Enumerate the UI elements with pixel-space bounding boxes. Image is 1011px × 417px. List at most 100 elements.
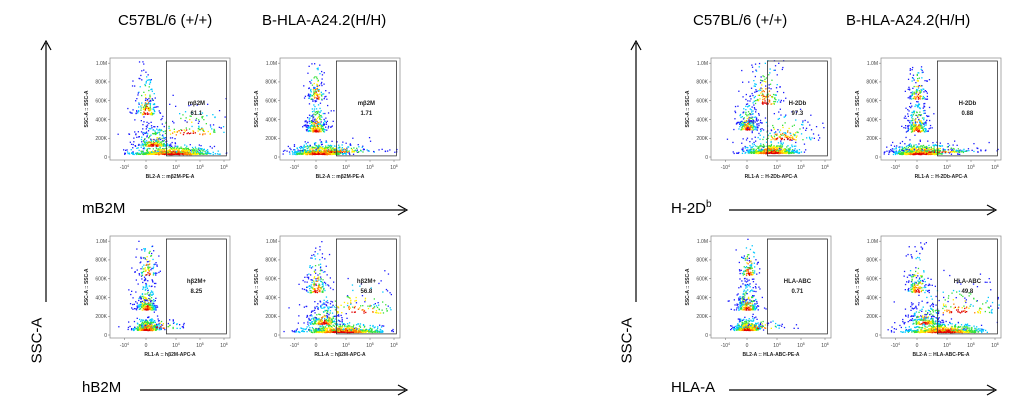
event-dot	[791, 139, 793, 141]
event-dot	[318, 278, 320, 280]
event-dot	[177, 149, 179, 151]
event-dot	[310, 98, 312, 100]
event-dot	[337, 331, 339, 333]
event-dot	[147, 266, 149, 268]
y-tick-label: 600K	[265, 276, 277, 282]
event-dot	[149, 99, 152, 102]
event-dot	[145, 284, 148, 286]
event-dot	[337, 329, 339, 331]
event-dot	[152, 321, 154, 323]
event-dot	[328, 325, 330, 328]
event-dot	[307, 278, 310, 280]
event-dot	[363, 326, 366, 328]
event-dot	[763, 145, 765, 147]
event-dot	[128, 289, 130, 291]
event-dot	[182, 150, 184, 153]
event-dot	[140, 268, 142, 270]
event-dot	[150, 134, 152, 136]
event-dots	[282, 63, 398, 156]
event-dot	[142, 319, 145, 321]
event-dot	[174, 148, 176, 150]
event-dot	[320, 150, 322, 152]
event-dot	[151, 88, 153, 90]
event-dot	[131, 267, 133, 269]
event-dot	[378, 308, 380, 310]
event-dot	[297, 153, 299, 155]
event-dot	[197, 128, 199, 130]
event-dot	[342, 329, 344, 331]
event-dot	[320, 319, 322, 321]
event-dot	[350, 299, 352, 301]
event-dot	[339, 323, 341, 325]
event-dot	[363, 312, 365, 314]
event-dot	[330, 151, 332, 153]
event-dot	[185, 153, 187, 156]
event-dot	[142, 324, 144, 326]
event-dot	[347, 325, 349, 327]
event-dot	[384, 270, 386, 272]
event-dot	[145, 302, 147, 305]
event-dot	[144, 142, 146, 144]
event-dot	[163, 125, 165, 128]
event-dot	[155, 328, 158, 330]
event-dot	[309, 129, 311, 132]
event-dot	[145, 143, 148, 146]
event-dot	[147, 267, 149, 269]
event-dot	[338, 331, 340, 334]
event-dot	[145, 140, 148, 142]
event-dot	[318, 320, 320, 322]
event-dot	[202, 133, 204, 135]
event-dot	[795, 145, 797, 147]
event-dot	[369, 305, 371, 308]
event-dot	[144, 274, 147, 276]
event-dot	[346, 331, 349, 334]
event-dot	[171, 153, 174, 155]
event-dot	[202, 115, 204, 118]
event-dot	[324, 303, 326, 305]
event-dot	[374, 331, 377, 333]
event-dot	[200, 148, 202, 150]
event-dot	[144, 324, 146, 326]
event-dot	[319, 263, 322, 265]
event-dot	[206, 153, 208, 155]
event-dot	[156, 137, 158, 139]
event-dot	[197, 130, 199, 132]
event-dot	[173, 321, 175, 324]
event-dot	[308, 126, 310, 128]
event-dot	[330, 148, 332, 150]
event-dot	[776, 148, 778, 150]
event-dot	[168, 146, 170, 148]
event-dot	[151, 325, 153, 327]
event-dot	[155, 323, 158, 325]
event-dot	[325, 321, 327, 323]
event-dot	[141, 303, 143, 305]
event-dot	[162, 148, 164, 151]
event-dot	[145, 305, 147, 307]
event-dot	[214, 116, 216, 119]
event-dot	[788, 148, 790, 150]
event-dot	[785, 151, 787, 153]
event-dot	[311, 287, 313, 289]
event-dot	[167, 152, 169, 155]
event-dot	[143, 248, 145, 250]
x-tick-label: 0	[315, 343, 318, 349]
event-dot	[146, 263, 148, 266]
event-dot	[320, 288, 322, 290]
event-dot	[197, 153, 199, 155]
event-dot	[301, 150, 304, 153]
event-dot	[146, 100, 148, 102]
event-dot	[138, 61, 141, 63]
event-dot	[309, 329, 311, 331]
event-dot	[310, 127, 312, 130]
event-dot	[320, 269, 322, 271]
event-dot	[316, 314, 318, 316]
event-dot	[191, 112, 193, 114]
y-tick-label: 400K	[265, 117, 277, 123]
event-dot	[148, 143, 151, 145]
event-dot	[139, 325, 141, 327]
event-dot	[323, 281, 326, 283]
event-dot	[127, 107, 129, 110]
event-dot	[752, 145, 754, 147]
event-dot	[336, 331, 338, 333]
event-dot	[297, 149, 299, 151]
